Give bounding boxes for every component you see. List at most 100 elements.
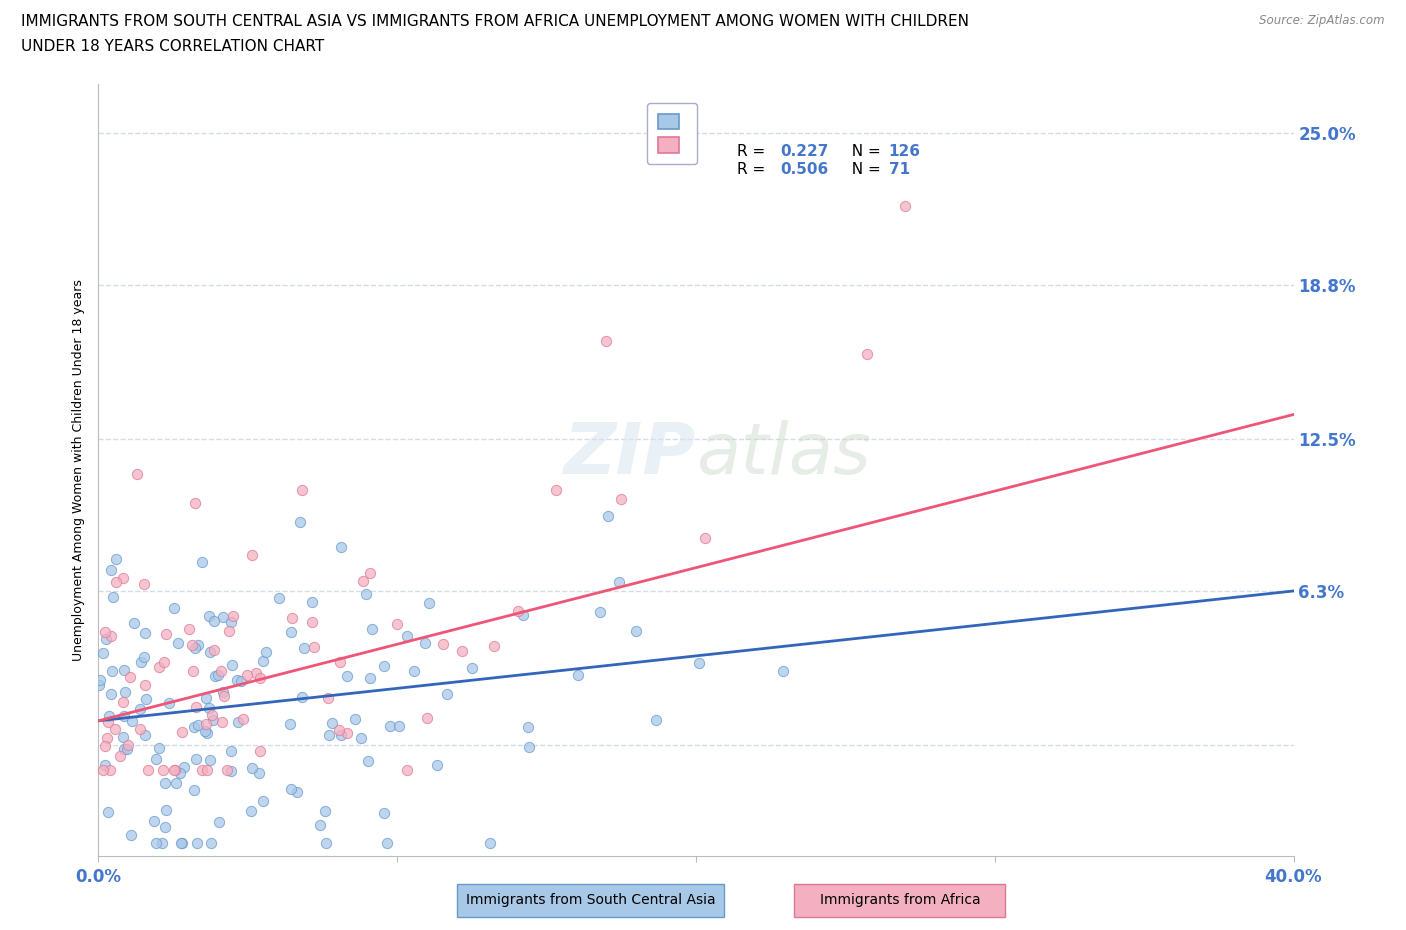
Point — [211, 715, 233, 730]
Point — [152, 836, 174, 851]
Point — [624, 624, 647, 639]
Point — [163, 601, 186, 616]
Text: IMMIGRANTS FROM SOUTH CENTRAL ASIA VS IMMIGRANTS FROM AFRICA UNEMPLOYMENT AMONG : IMMIGRANTS FROM SOUTH CENTRAL ASIA VS IM… — [21, 14, 969, 29]
Point — [517, 739, 540, 754]
Point — [115, 741, 138, 756]
Point — [404, 664, 426, 679]
Point — [117, 738, 139, 753]
Point — [136, 763, 159, 777]
Point — [695, 530, 717, 545]
Point — [172, 724, 194, 739]
Point — [183, 783, 205, 798]
Point — [195, 690, 218, 705]
Point — [336, 725, 359, 740]
Point — [301, 595, 323, 610]
Point — [285, 784, 308, 799]
Text: N =: N = — [842, 144, 886, 159]
Point — [360, 622, 382, 637]
Point — [186, 836, 208, 851]
Point — [170, 836, 193, 851]
Point — [94, 632, 117, 647]
Point — [143, 813, 166, 828]
Point — [208, 815, 231, 830]
Point — [112, 709, 135, 724]
Text: 71: 71 — [889, 162, 910, 177]
Point — [249, 744, 271, 759]
Point — [166, 635, 188, 650]
Point — [415, 711, 437, 725]
Text: 0.506: 0.506 — [780, 162, 828, 177]
Point — [96, 730, 118, 745]
Text: atlas: atlas — [696, 419, 870, 488]
Point — [359, 671, 381, 685]
Text: Source: ZipAtlas.com: Source: ZipAtlas.com — [1260, 14, 1385, 27]
Point — [589, 604, 612, 619]
Point — [187, 717, 209, 732]
Point — [148, 740, 170, 755]
Point — [204, 669, 226, 684]
Point — [517, 720, 540, 735]
Point — [132, 650, 155, 665]
Point — [157, 696, 180, 711]
Point — [645, 712, 668, 727]
Point — [354, 587, 377, 602]
Text: N =: N = — [842, 162, 891, 177]
Point — [329, 540, 352, 555]
Point — [191, 763, 214, 777]
Point — [87, 678, 110, 693]
Point — [183, 720, 205, 735]
Point — [155, 627, 177, 642]
Point — [388, 719, 411, 734]
Text: UNDER 18 YEARS CORRELATION CHART: UNDER 18 YEARS CORRELATION CHART — [21, 39, 325, 54]
Point — [254, 644, 277, 659]
Point — [125, 466, 148, 481]
Legend: , : , — [647, 103, 697, 164]
Point — [396, 629, 419, 644]
Text: R =: R = — [737, 144, 770, 159]
Point — [249, 671, 271, 685]
Point — [169, 765, 191, 780]
Point — [567, 668, 589, 683]
Point — [134, 677, 156, 692]
Point — [181, 663, 204, 678]
Point — [426, 757, 449, 772]
Point — [187, 637, 209, 652]
Point — [546, 482, 568, 497]
Text: Immigrants from Africa: Immigrants from Africa — [820, 893, 980, 908]
Point — [607, 575, 630, 590]
Point — [291, 689, 314, 704]
Point — [373, 806, 395, 821]
Point — [291, 483, 314, 498]
Point — [352, 574, 374, 589]
Point — [461, 660, 484, 675]
Point — [387, 617, 409, 631]
Point — [226, 715, 249, 730]
Point — [280, 717, 302, 732]
Point — [232, 711, 254, 726]
Point — [240, 547, 263, 562]
Point — [595, 334, 617, 349]
Point — [98, 763, 121, 777]
Point — [163, 763, 186, 777]
Point — [202, 643, 225, 658]
Point — [321, 715, 343, 730]
Point — [135, 692, 157, 707]
Point — [281, 610, 304, 625]
Point — [153, 820, 176, 835]
Point — [195, 716, 218, 731]
Point — [100, 562, 122, 577]
Point — [93, 739, 115, 754]
Point — [359, 565, 381, 580]
Point — [198, 644, 221, 659]
Point — [855, 347, 877, 362]
Point — [512, 607, 534, 622]
Point — [120, 670, 142, 684]
Point — [191, 555, 214, 570]
Point — [183, 640, 205, 655]
Point — [145, 836, 167, 851]
Point — [309, 817, 332, 832]
Point — [100, 686, 122, 701]
Point — [343, 711, 366, 726]
Point — [194, 724, 217, 738]
Point — [219, 764, 242, 778]
